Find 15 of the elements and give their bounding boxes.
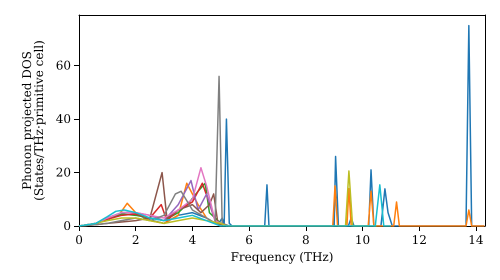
- x-tick-label: 8: [302, 233, 310, 247]
- line-series: [78, 184, 392, 227]
- x-tick-label: 2: [132, 233, 140, 247]
- y-tick-label: 40: [56, 112, 71, 126]
- x-tick-label: 0: [75, 233, 83, 247]
- x-tick-label: 14: [468, 233, 484, 247]
- y-tick-label: 20: [56, 166, 71, 180]
- x-tick-label: 6: [245, 233, 253, 247]
- x-axis-title: Frequency (THz): [230, 250, 334, 264]
- y-tick-label: 60: [56, 58, 71, 73]
- y-axis-title: Phonon projected DOS (States/THz·primitive cell): [20, 40, 46, 201]
- y-tick-label: 0: [63, 219, 71, 233]
- x-tick-label: 4: [188, 233, 197, 247]
- x-tick-label: 10: [354, 233, 370, 247]
- x-tick-label: 12: [412, 233, 427, 247]
